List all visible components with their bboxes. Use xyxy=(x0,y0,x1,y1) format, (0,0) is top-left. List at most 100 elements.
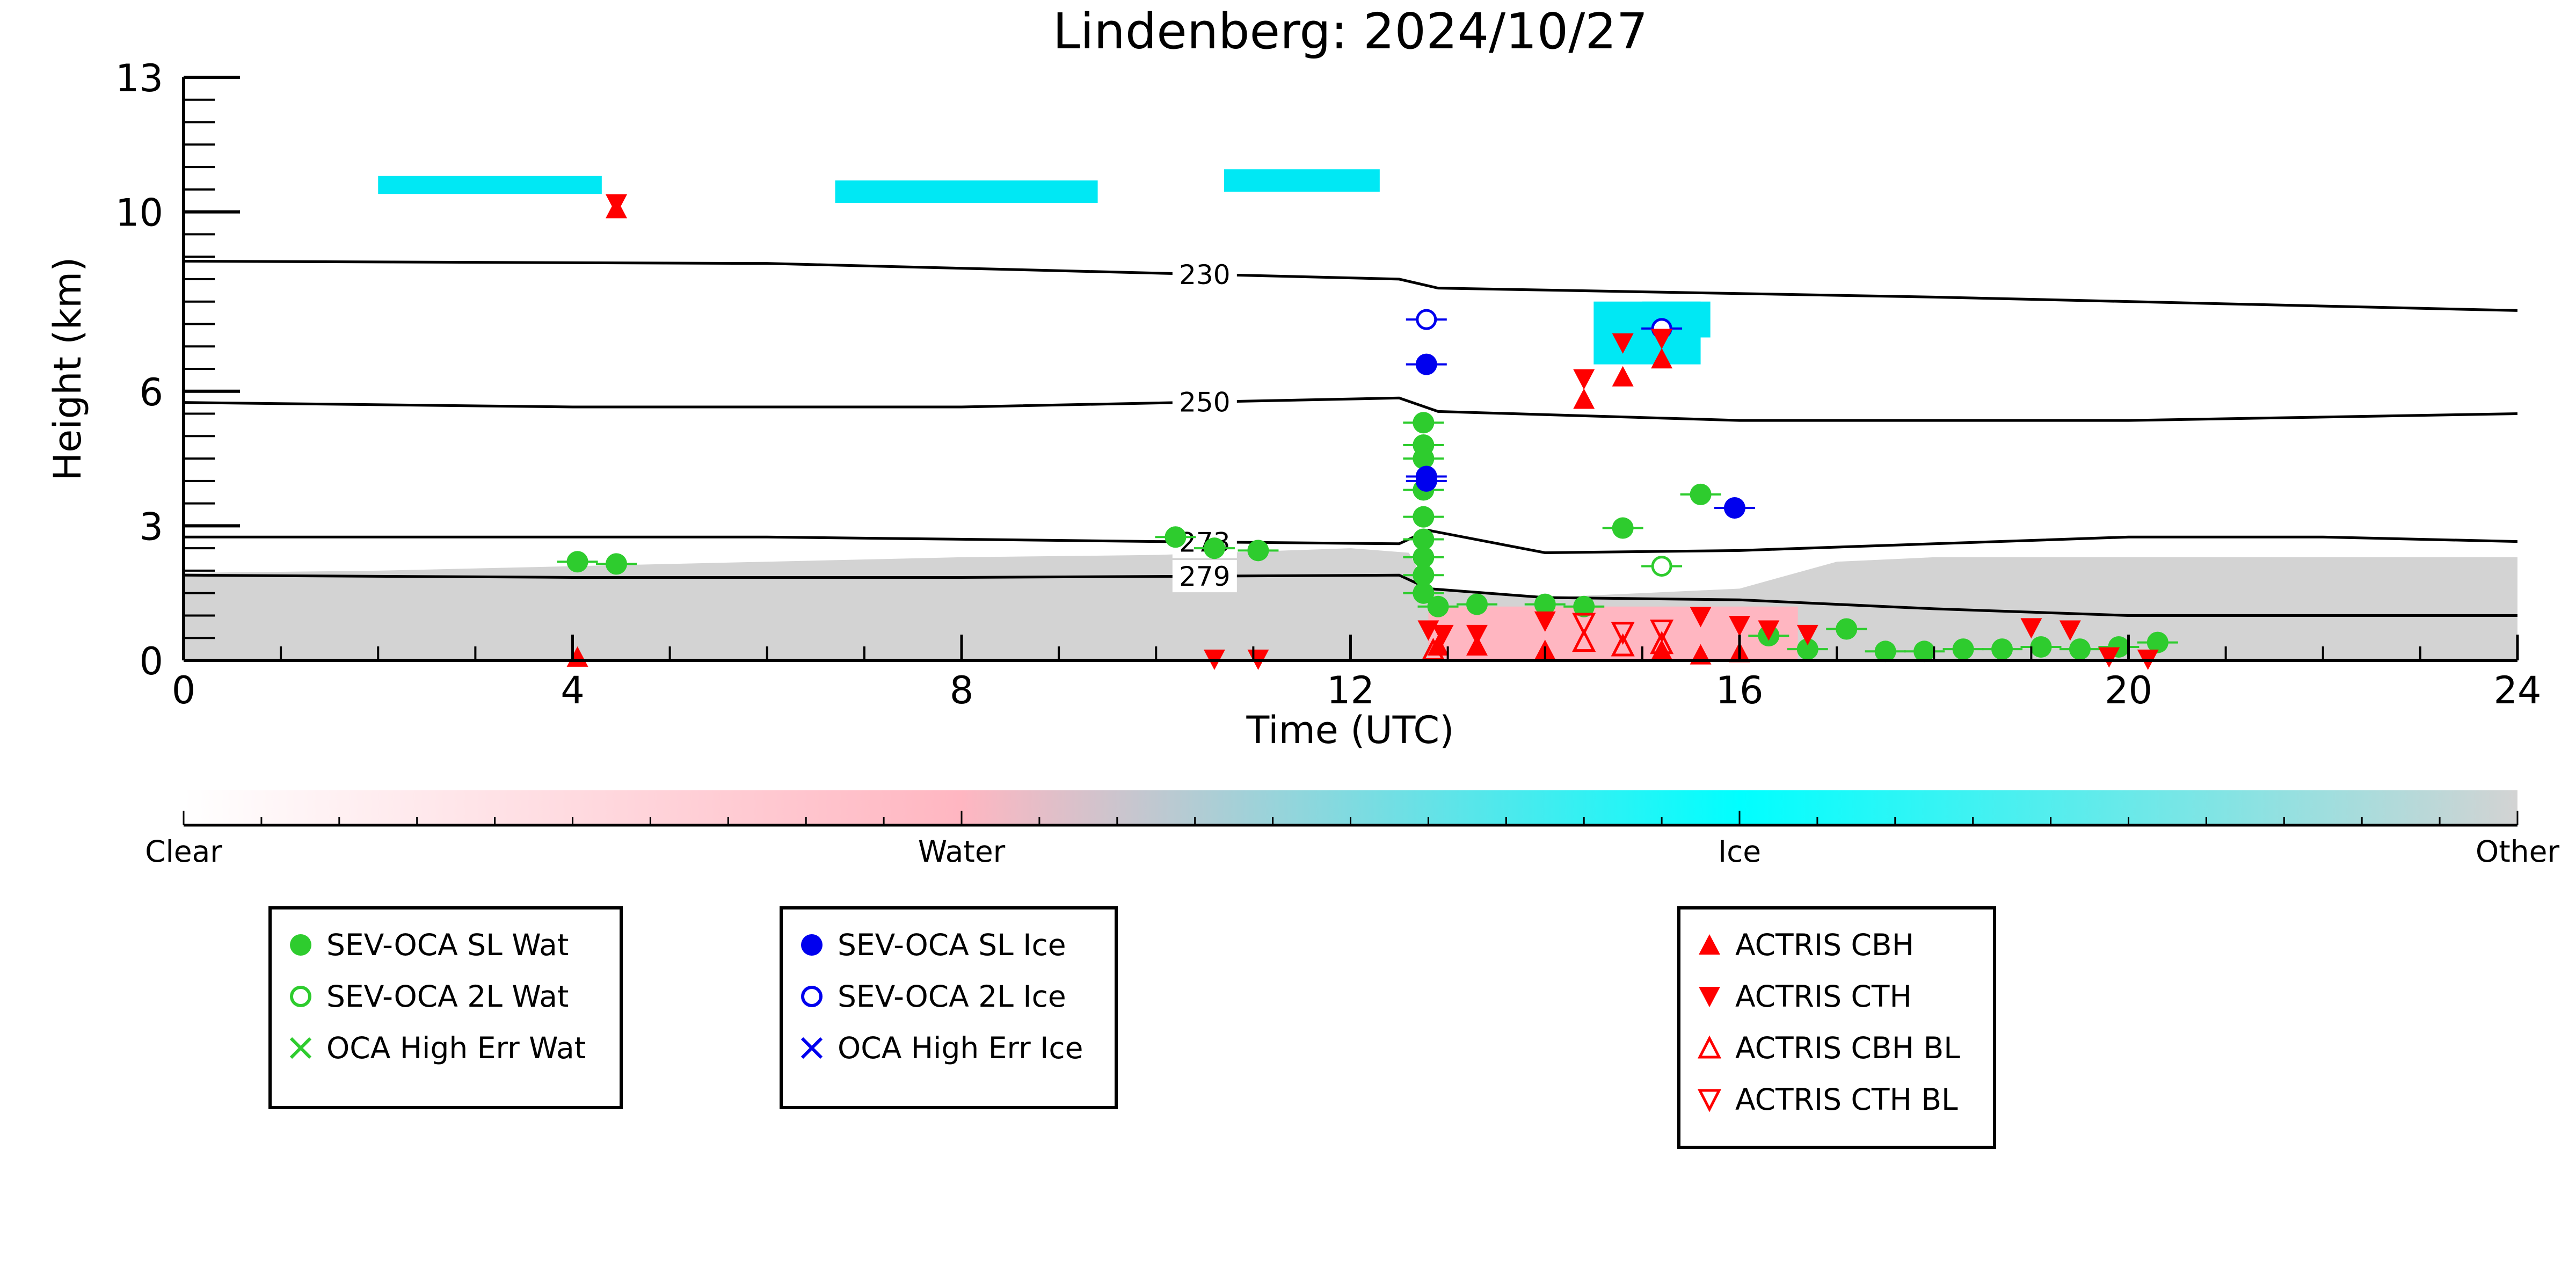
sev-oca-sl-ice-marker xyxy=(1415,353,1437,375)
legend-label: ACTRIS CBH BL xyxy=(1735,1031,1960,1065)
open-circle-icon xyxy=(801,986,823,1007)
colorbar-label-water: Water xyxy=(918,834,1006,869)
colorbar-label-ice: Ice xyxy=(1718,834,1761,869)
sev-oca-sl-wat-marker xyxy=(1534,593,1556,615)
sev-oca-sl-wat-marker xyxy=(1874,641,1896,663)
x-tick-label: 4 xyxy=(561,668,585,712)
sev-oca-sl-wat-marker xyxy=(2069,638,2091,660)
actris-cbh-marker xyxy=(1651,348,1673,369)
sev-oca-sl-wat-marker xyxy=(1165,526,1187,548)
legend-item: OCA High Err Ice xyxy=(796,1031,1083,1065)
sev-oca-sl-wat-marker xyxy=(1612,517,1634,539)
sev-oca-sl-wat-marker xyxy=(1413,564,1435,586)
legend-label: SEV-OCA 2L Wat xyxy=(326,979,569,1014)
x-tick-label: 12 xyxy=(1327,668,1374,712)
actris-cbh-marker xyxy=(1466,635,1488,656)
isotherm-label: 230 xyxy=(1179,259,1230,290)
isotherm-label-bg xyxy=(1172,258,1237,290)
actris-cbh-bl-marker xyxy=(1611,633,1635,657)
cloud-backdrop xyxy=(184,169,2517,660)
actris-cth-marker xyxy=(1729,616,1750,637)
y-tick-label: 0 xyxy=(139,639,163,683)
x-tick-label: 8 xyxy=(950,668,974,712)
isotherm-label-bg xyxy=(1172,385,1237,418)
sev-oca-sl-wat-marker xyxy=(2146,631,2169,653)
actris-cth-marker xyxy=(1534,611,1556,632)
actris-cbh-bl-marker xyxy=(1650,631,1674,654)
x-tick-label: 0 xyxy=(172,668,196,712)
triangle-down-icon xyxy=(1699,987,1720,1007)
x-tick-label: 16 xyxy=(1715,668,1763,712)
legend-ice: SEV-OCA SL Ice SEV-OCA 2L Ice OCA High E… xyxy=(780,906,1118,1109)
sev-oca-sl-wat-marker xyxy=(1413,582,1435,604)
chart-title: Lindenberg: 2024/10/27 xyxy=(1053,3,1648,60)
isotherm-line xyxy=(184,396,2517,422)
sev-oca-sl-wat-marker xyxy=(2030,636,2052,658)
open-triangle-up-icon xyxy=(1697,1035,1722,1059)
actris-cbh-bl-marker xyxy=(1572,629,1596,652)
ice-cloud-region xyxy=(835,180,1098,203)
x-axis-label: Time (UTC) xyxy=(1246,708,1454,752)
open-triangle-down-icon xyxy=(1697,1089,1722,1112)
sev-oca-sl-wat-marker xyxy=(1413,506,1435,528)
sev-oca-sl-wat-marker xyxy=(606,553,628,575)
sev-oca-sl-wat-marker xyxy=(1836,618,1858,640)
legend-label: OCA High Err Wat xyxy=(326,1031,586,1065)
legend-item: SEV-OCA SL Wat xyxy=(285,928,569,962)
actris-cth-marker xyxy=(1651,329,1673,350)
actris-cth-marker xyxy=(2020,618,2042,639)
colorbar-ticks xyxy=(183,811,2519,825)
legend-item: SEV-OCA 2L Wat xyxy=(285,979,569,1014)
sev-oca-sl-wat-marker xyxy=(1247,540,1269,562)
sev-oca-sl-wat-marker xyxy=(1413,448,1435,470)
actris-cth-bl-marker xyxy=(1611,622,1635,645)
legend-label: OCA High Err Ice xyxy=(838,1031,1083,1065)
legend-item: SEV-OCA SL Ice xyxy=(796,928,1066,962)
actris-cbh-marker xyxy=(1612,366,1634,387)
data-markers xyxy=(557,194,2178,670)
actris-cth-marker xyxy=(1432,624,1454,645)
legend-item: ACTRIS CBH xyxy=(1693,928,1914,962)
legend-water: SEV-OCA SL Wat SEV-OCA 2L Wat OCA High E… xyxy=(268,906,623,1109)
sev-oca-sl-wat-marker xyxy=(1690,483,1712,505)
x-tick-label: 20 xyxy=(2105,668,2152,712)
legend-item: SEV-OCA 2L Ice xyxy=(796,979,1066,1014)
actris-cth-marker xyxy=(1758,620,1780,641)
filled-circle-icon xyxy=(801,934,823,956)
cross-icon xyxy=(289,1037,312,1059)
legend-label: SEV-OCA 2L Ice xyxy=(838,979,1066,1014)
colorbar-label-other: Other xyxy=(2476,834,2560,869)
isotherm-label: 279 xyxy=(1179,561,1230,592)
open-circle-icon xyxy=(290,986,311,1007)
x-tick-label: 24 xyxy=(2493,668,2541,712)
sev-oca-sl-wat-marker xyxy=(1913,641,1935,663)
ice-cloud-region xyxy=(378,176,602,194)
actris-cth-marker xyxy=(1796,624,1818,645)
sev-oca-sl-wat-marker xyxy=(1991,638,2013,660)
sev-oca-sl-wat-marker xyxy=(1203,537,1225,559)
legend-label: SEV-OCA SL Wat xyxy=(326,928,569,962)
sev-oca-sl-wat-marker xyxy=(1413,412,1435,434)
sev-oca-2l-ice-marker xyxy=(1416,309,1437,330)
isotherm-label-bg xyxy=(1172,560,1237,593)
sev-oca-sl-wat-marker xyxy=(1413,528,1435,550)
legend-item: OCA High Err Wat xyxy=(285,1031,586,1065)
ice-cloud-region xyxy=(1224,169,1380,192)
legend-item: ACTRIS CTH xyxy=(1693,979,1912,1014)
legend-label: SEV-OCA SL Ice xyxy=(838,928,1066,962)
legend-item: ACTRIS CTH BL xyxy=(1693,1082,1958,1117)
sev-oca-sl-wat-marker xyxy=(1796,638,1818,660)
sev-oca-sl-wat-marker xyxy=(1413,546,1435,568)
sev-oca-sl-wat-marker xyxy=(1427,595,1449,617)
isotherm-label: 250 xyxy=(1179,387,1230,418)
sev-oca-2l-wat-marker xyxy=(1651,556,1672,577)
actris-cth-marker xyxy=(1573,369,1595,390)
sev-oca-sl-wat-marker xyxy=(1952,638,1974,660)
sev-oca-sl-wat-marker xyxy=(1573,595,1595,617)
actris-cth-marker xyxy=(1466,624,1488,645)
y-tick-label: 3 xyxy=(139,505,163,549)
actris-cth-bl-marker xyxy=(1650,620,1674,643)
actris-cth-bl-marker xyxy=(1572,613,1596,636)
y-axis-label: Height (km) xyxy=(46,257,90,481)
